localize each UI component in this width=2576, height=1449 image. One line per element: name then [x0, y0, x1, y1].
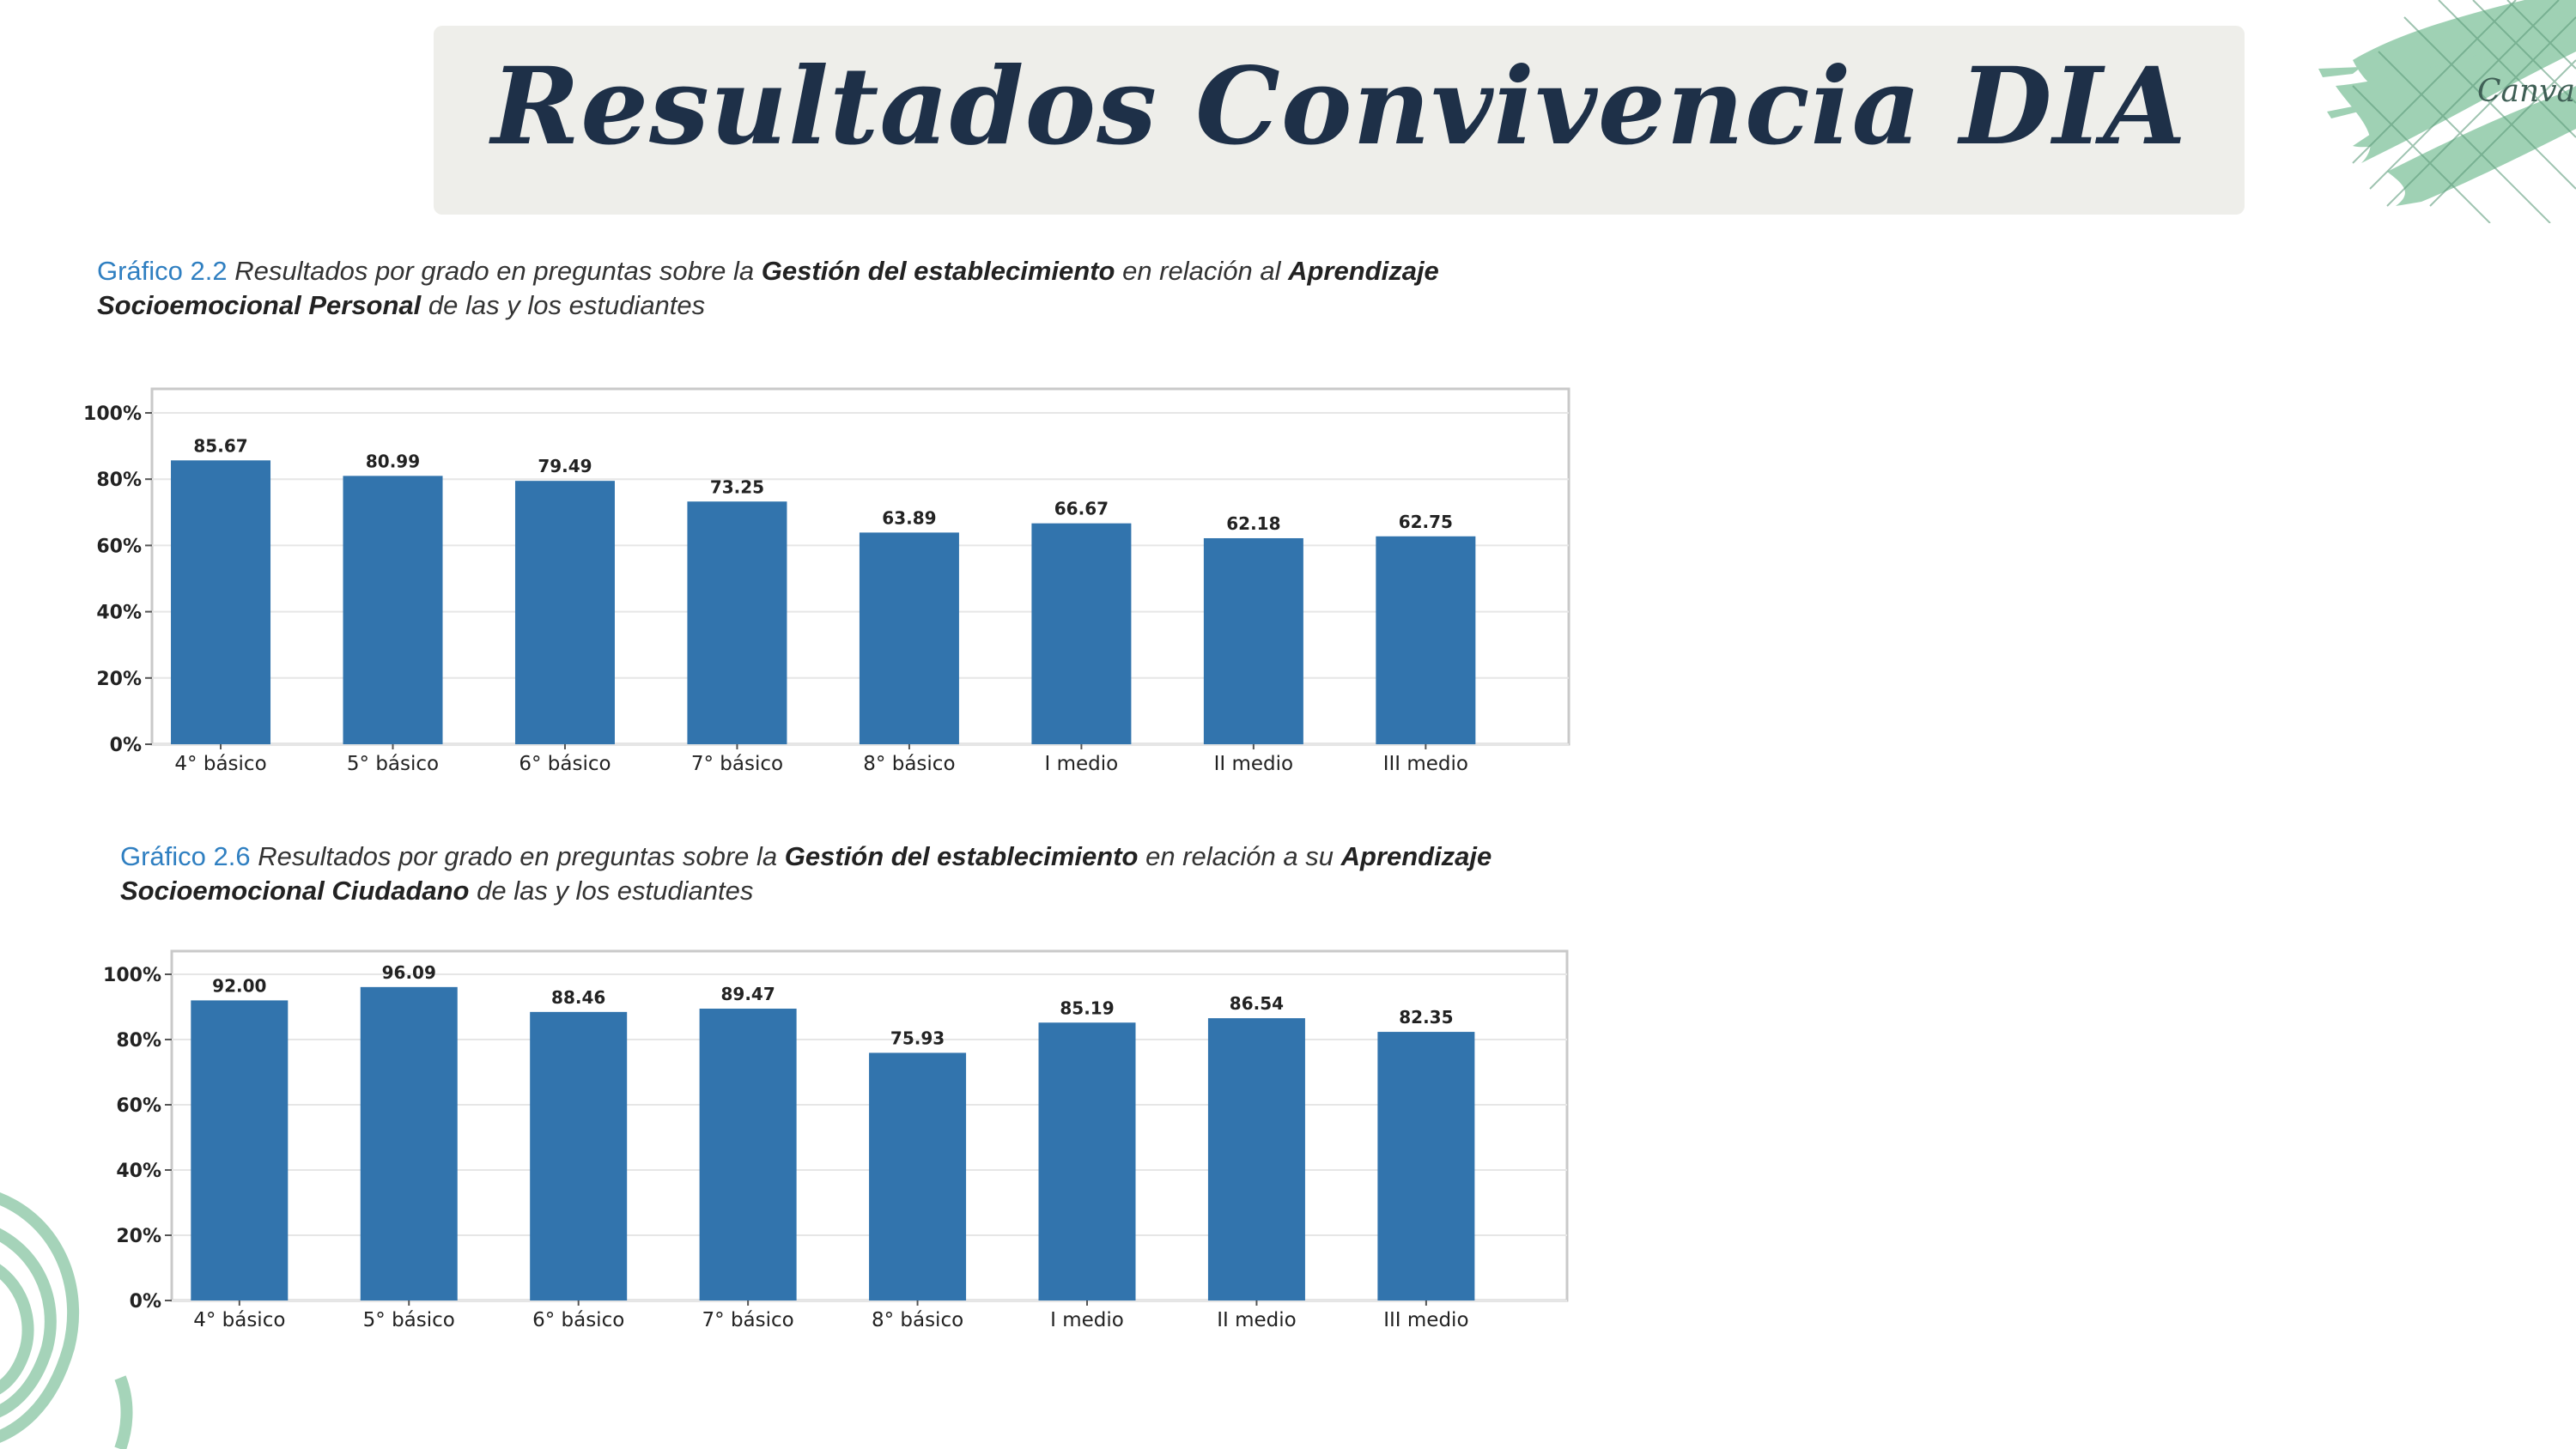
chart1-caption-bold-2: Aprendizaje [1288, 256, 1439, 286]
bar [1203, 537, 1303, 744]
bar [1207, 1018, 1305, 1300]
chart1-bar-chart: 0% 20% 40% 60% 80% 100% 85.67 4° básico 80.99 5° … [83, 387, 1571, 775]
chart1-caption-bold-3: Socioemocional Personal [97, 290, 422, 320]
chart2-caption-text-1: Resultados por grado en preguntas sobre … [250, 841, 785, 871]
bar [171, 460, 271, 744]
x-tick-label: 5° básico [363, 1309, 455, 1331]
x-tick-label: I medio [1050, 1309, 1124, 1331]
y-tick-label: 20% [116, 1226, 161, 1247]
bar [191, 1000, 289, 1300]
data-label: 66.67 [1054, 499, 1109, 519]
x-tick-label: 4° básico [193, 1309, 285, 1331]
y-tick-label: 60% [96, 536, 142, 557]
bar [859, 532, 959, 744]
chart2-caption-text-3: de las y los estudiantes [469, 876, 754, 906]
data-label: 86.54 [1230, 993, 1284, 1014]
chart1-caption-text-2: en relación al [1115, 256, 1289, 286]
page-title: Resultados Convivencia DIA [491, 45, 2187, 169]
x-tick-label: 7° básico [691, 753, 783, 775]
x-tick-label: 5° básico [347, 753, 439, 775]
bar [699, 1009, 797, 1300]
chart2-caption-bold-3: Socioemocional Ciudadano [120, 876, 470, 906]
x-tick-label: 8° básico [872, 1309, 963, 1331]
y-tick-label: 40% [96, 603, 142, 624]
y-tick-label: 0% [130, 1291, 161, 1313]
x-tick-label: 8° básico [863, 753, 955, 775]
chart2-caption-number: Gráfico 2.6 [120, 841, 251, 871]
x-tick-label: II medio [1214, 753, 1294, 775]
bar [360, 986, 458, 1300]
bar [343, 476, 443, 744]
data-label: 89.47 [720, 984, 775, 1004]
chart2-caption-text-2: en relación a su [1138, 841, 1341, 871]
data-label: 63.89 [882, 507, 936, 528]
brush-decoration-top-right: Canva [2318, 0, 2576, 223]
data-label: 80.99 [366, 451, 420, 471]
chart2-caption-bold-1: Gestión del establecimiento [784, 841, 1139, 871]
swirl-decoration-bottom-left [0, 1192, 133, 1449]
data-label: 62.18 [1226, 513, 1280, 534]
x-tick-label: 6° básico [519, 753, 611, 775]
bar [1038, 1022, 1136, 1300]
watermark-text: Canva [2477, 74, 2575, 109]
data-label: 82.35 [1399, 1007, 1453, 1028]
data-label: 96.09 [382, 962, 436, 983]
data-label: 79.49 [538, 456, 592, 476]
y-tick-label: 40% [116, 1161, 161, 1182]
chart2-caption-bold-2: Aprendizaje [1340, 841, 1492, 871]
chart2-bar-chart: 0% 20% 40% 60% 80% 100% 92.00 4° básico 96.09 5° … [103, 949, 1569, 1331]
bar [530, 1011, 628, 1300]
data-label: 73.25 [710, 476, 764, 497]
bar [1376, 536, 1476, 744]
x-tick-label: 6° básico [532, 1309, 624, 1331]
data-label: 88.46 [551, 987, 605, 1008]
y-tick-label: 60% [116, 1095, 161, 1117]
data-label: 62.75 [1399, 512, 1453, 532]
y-tick-label: 20% [96, 669, 142, 690]
chart1-caption-text-3: de las y los estudiantes [421, 290, 706, 320]
bar [687, 501, 787, 744]
bar [1377, 1032, 1475, 1300]
chart1-caption: Gráfico 2.2 Resultados por grado en preg… [97, 254, 1591, 323]
data-label: 85.19 [1060, 997, 1114, 1018]
chart1-caption-bold-1: Gestión del establecimiento [761, 256, 1115, 286]
x-tick-label: I medio [1045, 753, 1119, 775]
title-banner: Resultados Convivencia DIA [434, 26, 2245, 215]
data-label: 75.93 [890, 1028, 945, 1048]
y-tick-label: 100% [83, 403, 142, 425]
bar [869, 1052, 967, 1300]
bar [1031, 523, 1132, 744]
y-tick-label: 80% [96, 470, 142, 491]
y-tick-label: 100% [103, 965, 161, 986]
y-tick-label: 0% [110, 735, 142, 756]
data-label: 85.67 [193, 435, 247, 456]
chart2-caption: Gráfico 2.6 Resultados por grado en preg… [120, 840, 1597, 908]
x-tick-label: III medio [1383, 1309, 1468, 1331]
x-tick-label: II medio [1217, 1309, 1297, 1331]
data-label: 92.00 [212, 975, 266, 996]
bar [514, 481, 615, 744]
chart1-caption-text-1: Resultados por grado en preguntas sobre … [227, 256, 762, 286]
y-tick-label: 80% [116, 1030, 161, 1052]
x-tick-label: 4° básico [174, 753, 266, 775]
x-tick-label: III medio [1383, 753, 1468, 775]
x-tick-label: 7° básico [702, 1309, 794, 1331]
chart1-caption-number: Gráfico 2.2 [97, 256, 228, 286]
